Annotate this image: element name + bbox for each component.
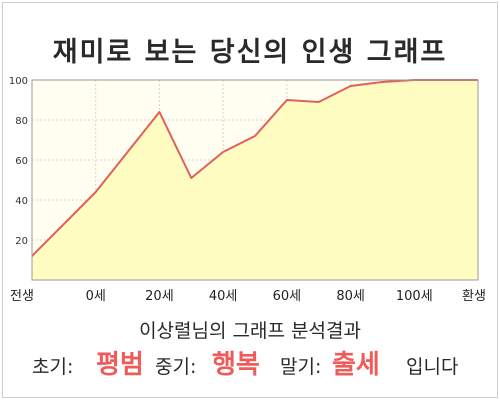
stage-results: 초기: 평범 중기: 행복 말기: 출세 입니다 bbox=[0, 344, 500, 384]
y-tick-label: 40 bbox=[15, 196, 28, 207]
chart-title: 재미로 보는 당신의 인생 그래프 bbox=[52, 37, 448, 68]
x-tick-label: 60세 bbox=[273, 289, 302, 304]
y-tick-label: 60 bbox=[15, 156, 28, 167]
y-tick-label: 20 bbox=[15, 236, 28, 247]
x-tick-label: 40세 bbox=[209, 289, 238, 304]
late-label: 말기: bbox=[280, 356, 322, 378]
y-tick-label: 100 bbox=[9, 76, 28, 87]
x-tick-label: 20세 bbox=[145, 289, 174, 304]
y-tick-label: 80 bbox=[15, 116, 28, 127]
x-tick-label: 80세 bbox=[336, 289, 365, 304]
series-area bbox=[32, 80, 478, 280]
late-value: 출세 bbox=[332, 350, 380, 380]
analysis-summary: 이상렬님의 그래프 분석결과 bbox=[139, 320, 361, 342]
middle-label: 중기: bbox=[155, 356, 197, 378]
x-tick-label: 환생 bbox=[462, 289, 486, 304]
plot-border bbox=[31, 79, 479, 281]
series-line bbox=[31, 79, 478, 257]
x-tick-label: 전생 bbox=[10, 289, 34, 304]
early-value: 평범 bbox=[96, 350, 144, 380]
middle-value: 행복 bbox=[212, 350, 260, 380]
suffix-text: 입니다 bbox=[406, 356, 459, 378]
x-tick-label: 0세 bbox=[86, 289, 106, 304]
x-tick-label: 100세 bbox=[396, 289, 433, 304]
early-label: 초기: bbox=[32, 356, 74, 378]
